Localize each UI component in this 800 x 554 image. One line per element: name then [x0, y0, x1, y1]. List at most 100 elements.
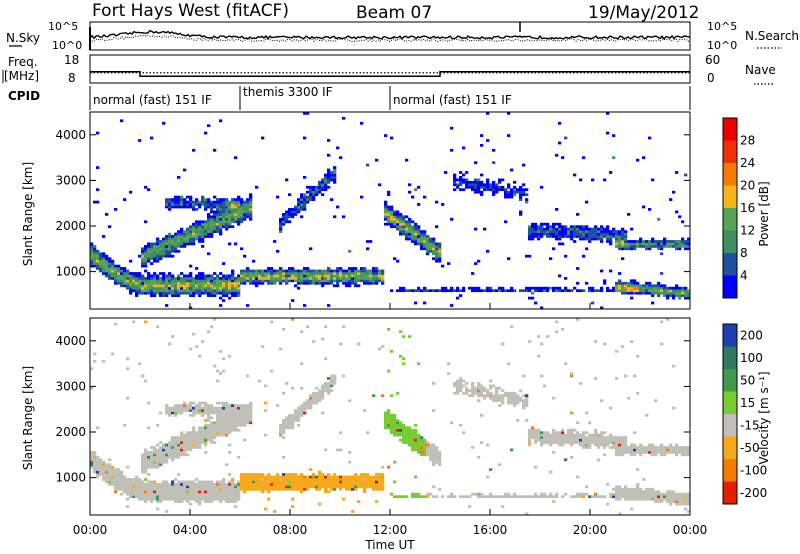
heatmap-cell	[168, 289, 172, 293]
heatmap-cell	[585, 492, 589, 496]
heatmap-cell	[540, 306, 544, 310]
heatmap-cell	[225, 433, 229, 437]
heatmap-cell	[309, 247, 313, 251]
heatmap-cell	[399, 217, 403, 221]
heatmap-cell	[411, 436, 415, 439]
heatmap-cell	[417, 286, 421, 290]
heatmap-cell	[597, 227, 601, 231]
heatmap-cell	[609, 436, 613, 439]
heatmap-cell	[411, 446, 415, 449]
heatmap-cell	[498, 396, 502, 400]
heatmap-cell	[153, 465, 157, 469]
heatmap-cell	[255, 281, 259, 285]
heatmap-cell	[417, 203, 421, 206]
heatmap-cell	[498, 188, 502, 192]
heatmap-cell	[636, 391, 640, 395]
heatmap-cell	[315, 485, 319, 489]
heatmap-cell	[600, 443, 604, 447]
heatmap-cell	[171, 490, 175, 494]
heatmap-cell	[231, 404, 235, 407]
heatmap-cell	[156, 463, 160, 467]
heatmap-cell	[393, 215, 397, 219]
heatmap-cell	[204, 227, 208, 231]
heatmap-cell	[495, 396, 499, 400]
heatmap-cell	[231, 225, 235, 229]
heatmap-cell	[210, 480, 214, 484]
heatmap-cell	[321, 277, 325, 280]
heatmap-cell	[183, 448, 187, 452]
heatmap-cell	[165, 240, 169, 243]
heatmap-cell	[252, 279, 256, 283]
heatmap-cell	[330, 279, 334, 283]
heatmap-cell	[291, 269, 295, 273]
heatmap-cell	[222, 198, 226, 201]
heatmap-cell	[258, 485, 262, 489]
heatmap-cell	[192, 281, 196, 285]
heatmap-cell	[582, 235, 586, 238]
heatmap-cell	[102, 272, 106, 275]
heatmap-cell	[90, 259, 94, 263]
heatmap-cell	[126, 279, 130, 283]
heatmap-cell	[456, 389, 460, 393]
heatmap-cell	[138, 272, 142, 275]
heatmap-cell	[204, 409, 208, 412]
heatmap-cell	[435, 249, 439, 253]
heatmap-cell	[111, 352, 115, 356]
heatmap-cell	[675, 492, 679, 496]
heatmap-cell	[90, 264, 94, 268]
heatmap-cell	[366, 478, 370, 481]
heatmap-cell	[525, 188, 529, 192]
heatmap-cell	[531, 227, 535, 231]
heatmap-cell	[141, 291, 145, 295]
heatmap-cell	[213, 426, 217, 430]
heatmap-cell	[570, 232, 574, 236]
heatmap-cell	[327, 274, 331, 278]
heatmap-cell	[186, 438, 190, 442]
heatmap-cell	[225, 222, 229, 226]
heatmap-cell	[294, 409, 298, 412]
heatmap-cell	[234, 485, 238, 489]
heatmap-cell	[189, 485, 193, 489]
heatmap-cell	[222, 357, 226, 361]
heatmap-cell	[192, 230, 196, 233]
heatmap-cell	[288, 473, 292, 476]
heatmap-cell	[387, 208, 391, 211]
heatmap-cell	[375, 267, 379, 270]
heatmap-cell	[585, 281, 589, 285]
heatmap-cell	[210, 281, 214, 285]
heatmap-cell	[201, 225, 205, 229]
heatmap-cell	[393, 222, 397, 226]
heatmap-cell	[204, 222, 208, 226]
heatmap-cell	[624, 451, 628, 454]
heatmap-cell	[408, 230, 412, 233]
heatmap-cell	[297, 483, 301, 486]
heatmap-cell	[399, 428, 403, 432]
heatmap-cell	[678, 500, 682, 503]
heatmap-cell	[399, 426, 403, 430]
heatmap-cell	[171, 281, 175, 285]
heatmap-cell	[192, 232, 196, 236]
heatmap-cell	[663, 453, 667, 457]
heatmap-cell	[357, 279, 361, 283]
heatmap-cell	[213, 411, 217, 415]
heatmap-cell	[303, 205, 307, 209]
heatmap-cell	[249, 404, 253, 407]
heatmap-cell	[222, 401, 226, 405]
heatmap-cell	[243, 404, 247, 407]
heatmap-cell	[462, 391, 466, 395]
heatmap-cell	[102, 475, 106, 479]
heatmap-cell	[318, 183, 322, 187]
heatmap-cell	[480, 183, 484, 187]
heatmap-cell	[627, 245, 631, 248]
heatmap-cell	[519, 188, 523, 192]
heatmap-cell	[408, 235, 412, 238]
heatmap-cell	[96, 267, 100, 270]
heatmap-cell	[186, 232, 190, 236]
heatmap-cell	[390, 225, 394, 229]
heatmap-cell	[552, 235, 556, 238]
heatmap-cell	[687, 247, 691, 251]
heatmap-cell	[648, 448, 652, 452]
heatmap-cell	[138, 480, 142, 484]
heatmap-cell	[153, 495, 157, 499]
heatmap-cell	[285, 215, 289, 219]
